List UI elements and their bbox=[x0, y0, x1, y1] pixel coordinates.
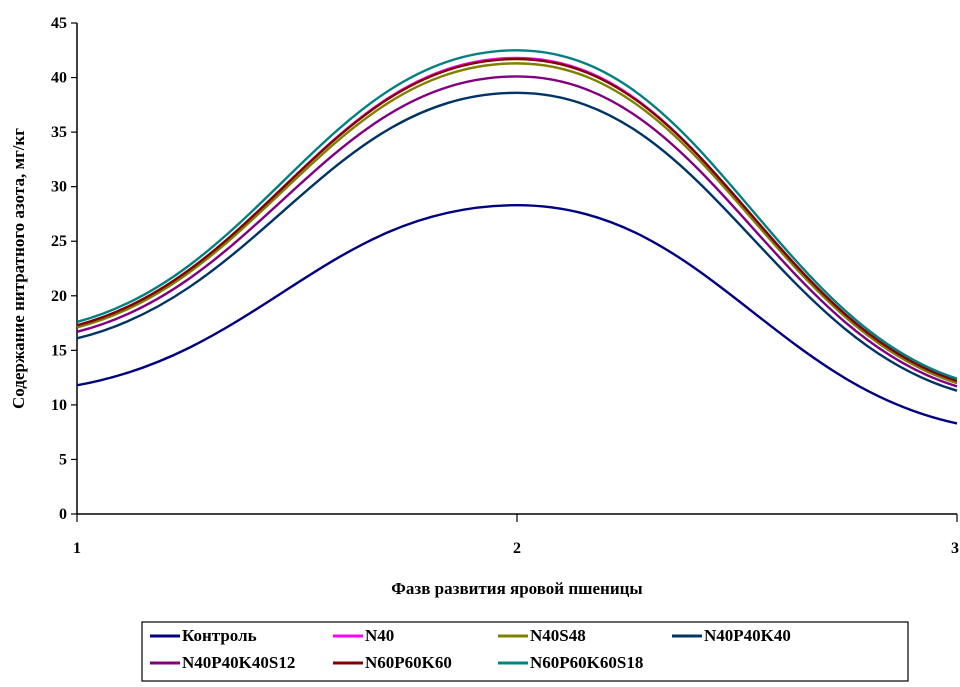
legend: Контроль N40 N40S48 N40P40K40 N40P40K40S12 N6… bbox=[141, 621, 909, 682]
y-tick-label: 0 bbox=[59, 506, 67, 523]
y-tick-label: 30 bbox=[51, 179, 67, 196]
x-ticks: 1 2 3 bbox=[73, 514, 959, 557]
plot-area: 0 5 10 15 20 25 30 35 40 45 1 2 3 bbox=[51, 15, 959, 557]
series-line-5 bbox=[76, 57, 958, 383]
legend-label: N60P60K60S18 bbox=[530, 653, 643, 672]
series-line-0 bbox=[76, 204, 958, 425]
x-tick-label: 3 bbox=[951, 540, 959, 557]
series-line-6 bbox=[76, 49, 958, 380]
series-line-1 bbox=[76, 56, 958, 385]
x-tick-label: 2 bbox=[513, 540, 521, 557]
y-tick-label: 45 bbox=[51, 15, 67, 32]
legend-label: N60P60K60 bbox=[365, 653, 452, 672]
legend-label: N40P40K40S12 bbox=[182, 653, 295, 672]
y-ticks: 0 5 10 15 20 25 30 35 40 45 bbox=[51, 15, 77, 523]
x-axis-title: Фазв развития яровой пшеницы bbox=[391, 579, 642, 598]
legend-label: N40P40K40 bbox=[704, 626, 791, 645]
y-tick-label: 40 bbox=[51, 70, 67, 87]
series-line-3 bbox=[76, 91, 958, 392]
legend-label: N40S48 bbox=[530, 626, 586, 645]
series-line-2 bbox=[76, 62, 958, 385]
series-line-4 bbox=[76, 75, 958, 388]
y-tick-label: 35 bbox=[51, 124, 67, 141]
legend-box bbox=[141, 621, 909, 682]
y-tick-label: 5 bbox=[59, 451, 67, 468]
legend-label: Контроль bbox=[182, 626, 257, 645]
legend-items: Контроль N40 N40S48 N40P40K40 N40P40K40S12 N6… bbox=[150, 626, 791, 672]
y-tick-label: 15 bbox=[51, 342, 67, 359]
y-tick-label: 25 bbox=[51, 233, 67, 250]
x-tick-label: 1 bbox=[73, 540, 81, 557]
series-lines bbox=[76, 49, 958, 425]
y-axis-title: Содержание нитратного азота, мг/кг bbox=[9, 128, 28, 409]
y-tick-label: 20 bbox=[51, 288, 67, 305]
y-tick-label: 10 bbox=[51, 397, 67, 414]
legend-label: N40 bbox=[365, 626, 394, 645]
